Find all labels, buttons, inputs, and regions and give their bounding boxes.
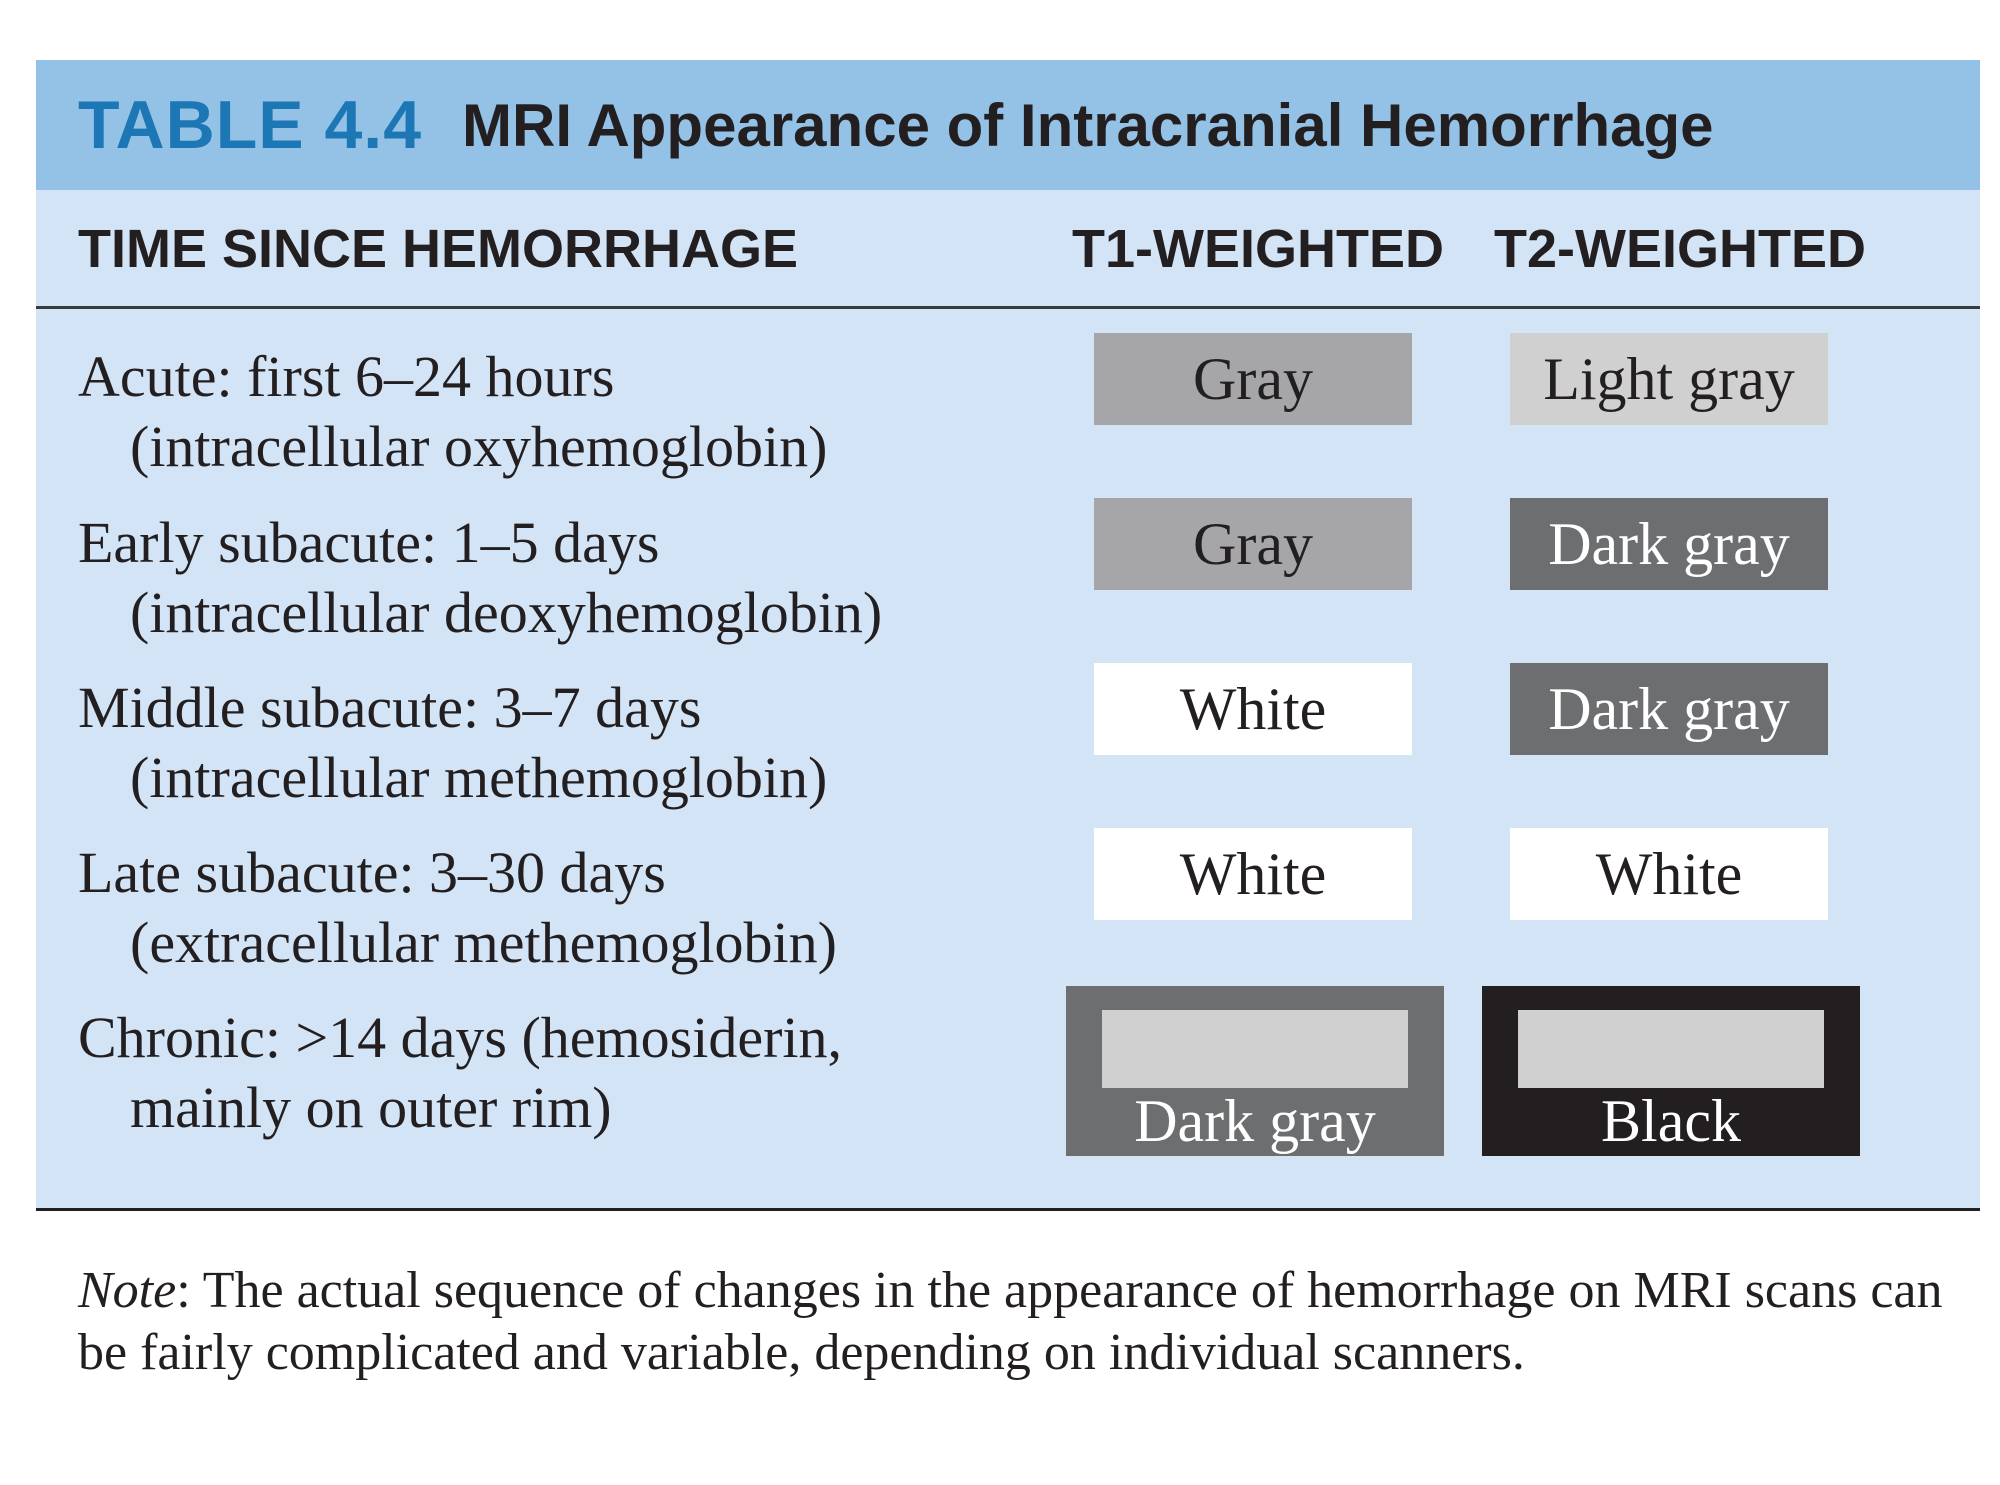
- row-middle-subacute-line2: (intracellular methemoglobin): [130, 745, 828, 810]
- row-early-subacute-line2: (intracellular deoxyhemoglobin): [130, 580, 883, 645]
- row-acute-t2-swatch: Light gray: [1510, 333, 1828, 425]
- row-chronic-t2-label: Black: [1601, 1087, 1741, 1154]
- row-late-subacute-line1: Late subacute: 3–30 days: [78, 840, 666, 905]
- row-chronic-line2: mainly on outer rim): [130, 1075, 612, 1140]
- row-chronic-line1: Chronic: >14 days (hemosiderin,: [78, 1005, 843, 1070]
- row-early-subacute-t1-swatch: Gray: [1094, 498, 1412, 590]
- row-chronic-t2-swatch: Black: [1482, 986, 1860, 1156]
- header-t2-weighted: T2-WEIGHTED: [1494, 219, 1866, 279]
- note-text: : The actual sequence of changes in the …: [78, 1262, 1943, 1381]
- row-early-subacute-line1: Early subacute: 1–5 days: [78, 510, 660, 575]
- row-early-subacute-t2-swatch: Dark gray: [1510, 498, 1828, 590]
- row-middle-subacute-line1: Middle subacute: 3–7 days: [78, 675, 702, 740]
- swatch-core: [1102, 1010, 1408, 1088]
- row-late-subacute-line2: (extracellular methemoglobin): [130, 910, 837, 975]
- header-t1-weighted: T1-WEIGHTED: [1072, 219, 1444, 279]
- swatch-core: [1518, 1010, 1824, 1088]
- row-late-subacute-label: Late subacute: 3–30 days (extracellular …: [78, 838, 837, 978]
- row-chronic-label: Chronic: >14 days (hemosiderin, mainly o…: [78, 1003, 842, 1143]
- header-divider: [36, 306, 1980, 309]
- row-chronic-t1-label: Dark gray: [1134, 1087, 1376, 1154]
- row-middle-subacute-t2-swatch: Dark gray: [1510, 663, 1828, 755]
- table-title-bar: TABLE 4.4 MRI Appearance of Intracranial…: [36, 60, 1980, 190]
- row-acute-line2: (intracellular oxyhemoglobin): [130, 414, 828, 479]
- row-early-subacute-label: Early subacute: 1–5 days (intracellular …: [78, 508, 882, 648]
- table-note: Note: The actual sequence of changes in …: [78, 1260, 1958, 1384]
- table-title: MRI Appearance of Intracranial Hemorrhag…: [462, 91, 1714, 159]
- header-time-since-hemorrhage: TIME SINCE HEMORRHAGE: [78, 219, 799, 279]
- row-middle-subacute-label: Middle subacute: 3–7 days (intracellular…: [78, 673, 827, 813]
- row-acute-line1: Acute: first 6–24 hours: [78, 344, 615, 409]
- row-acute-t1-swatch: Gray: [1094, 333, 1412, 425]
- row-acute-label: Acute: first 6–24 hours (intracellular o…: [78, 342, 827, 482]
- note-label: Note: [78, 1262, 177, 1319]
- row-late-subacute-t1-swatch: White: [1094, 828, 1412, 920]
- row-middle-subacute-t1-swatch: White: [1094, 663, 1412, 755]
- row-late-subacute-t2-swatch: White: [1510, 828, 1828, 920]
- table-bottom-rule: [36, 1208, 1980, 1211]
- table-number: TABLE 4.4: [78, 87, 423, 163]
- row-chronic-t1-swatch: Dark gray: [1066, 986, 1444, 1156]
